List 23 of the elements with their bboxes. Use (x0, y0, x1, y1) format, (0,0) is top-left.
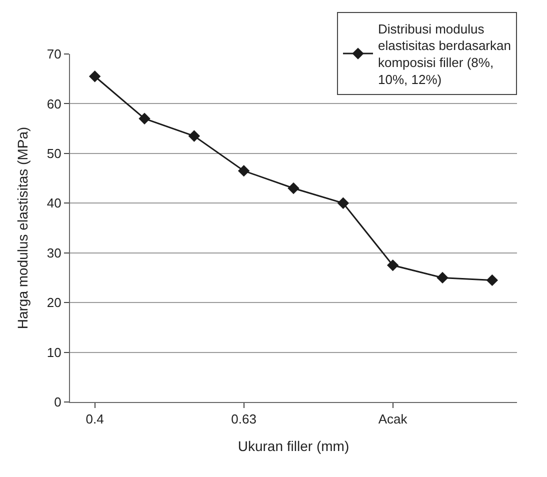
point (188, 130, 200, 142)
x-tick-label: 0.4 (86, 412, 104, 427)
point (386, 259, 399, 272)
point (288, 182, 300, 194)
y-tick-label: 10 (46, 344, 62, 360)
x-tick-label: Acak (378, 412, 408, 427)
point (486, 274, 498, 286)
x-axis-title: Ukuran filler (mm) (238, 438, 350, 454)
y-tick-label: 0 (54, 394, 62, 410)
point (238, 164, 250, 177)
y-tick-label: 20 (46, 295, 62, 310)
x-tick-label: 0.63 (231, 412, 256, 427)
legend-label: Distribusi modulus elastisitas berdasarkan komposisi filler (8%, 10%, 12%) (378, 21, 511, 87)
point (436, 272, 448, 284)
point (88, 70, 101, 82)
y-tick-label: 40 (46, 196, 62, 211)
point (337, 197, 350, 209)
y-tick-label: 30 (46, 245, 62, 260)
y-axis-title: Harga modulus elastisitas (MPa) (14, 126, 31, 330)
y-tick-label: 50 (46, 146, 62, 161)
y-tick-label: 60 (46, 96, 62, 112)
y-tick-label: 70 (46, 46, 62, 62)
point (138, 112, 150, 124)
